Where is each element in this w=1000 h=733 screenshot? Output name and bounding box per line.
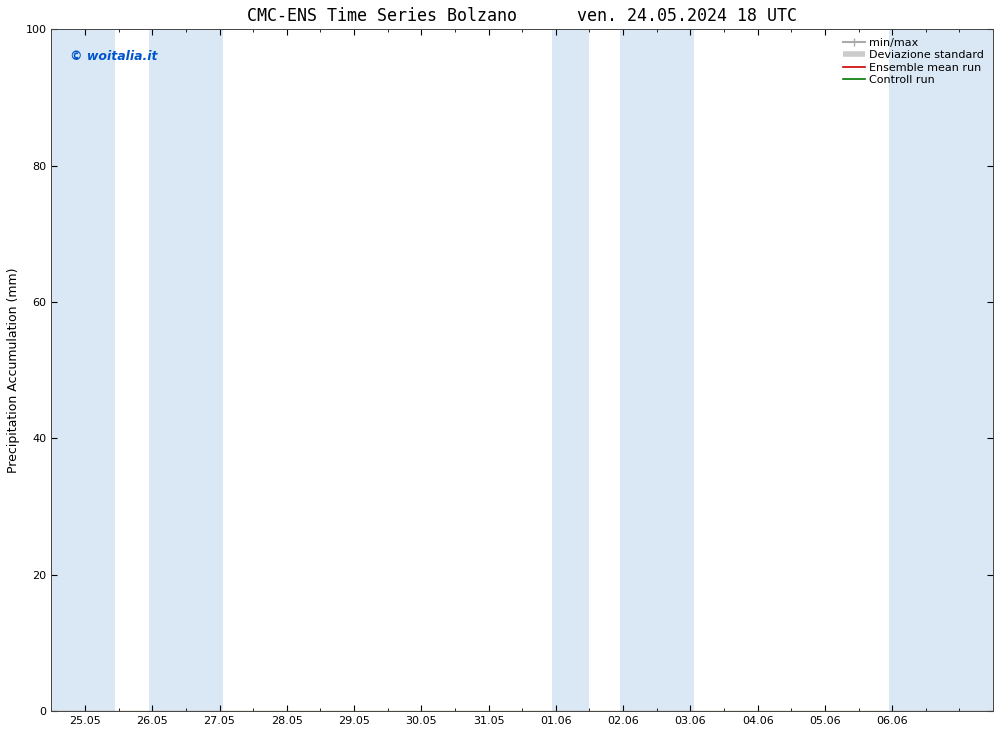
Bar (889, 29, 993, 711)
Legend: min/max, Deviazione standard, Ensemble mean run, Controll run: min/max, Deviazione standard, Ensemble m… (839, 35, 988, 88)
Bar (149, 29, 223, 711)
Bar (620, 29, 694, 711)
Bar (552, 29, 589, 711)
Title: CMC-ENS Time Series Bolzano      ven. 24.05.2024 18 UTC: CMC-ENS Time Series Bolzano ven. 24.05.2… (247, 7, 797, 25)
Text: © woitalia.it: © woitalia.it (70, 50, 158, 63)
Bar (51, 29, 115, 711)
Y-axis label: Precipitation Accumulation (mm): Precipitation Accumulation (mm) (7, 268, 20, 473)
